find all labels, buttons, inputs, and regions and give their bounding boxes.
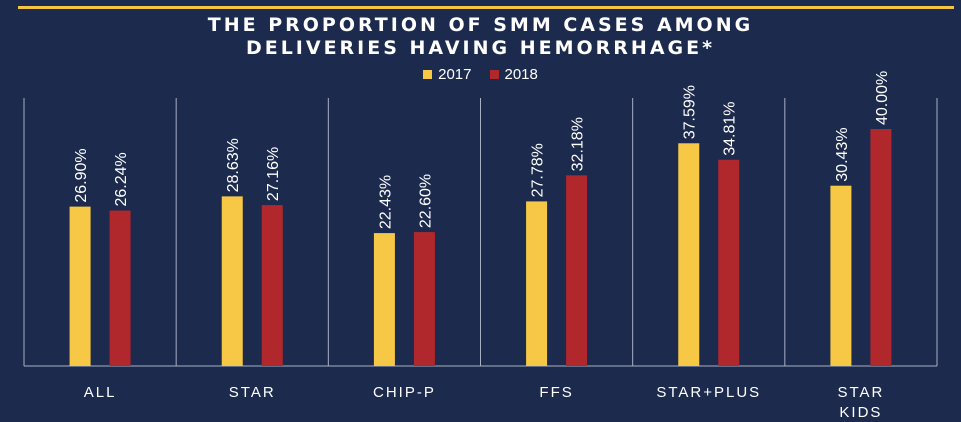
category-label-ffs: FFS [539,384,573,401]
legend-swatch-2017 [423,70,433,79]
legend: 2017 2018 [0,66,961,83]
category-label-star: STAR [229,384,276,401]
data-label-2017-star-plus: 37.59% [682,85,699,139]
bar-2018-star [261,205,283,366]
data-label-2017-star: 28.63% [225,138,242,192]
legend-label-2018: 2018 [504,66,538,83]
bar-2017-star [221,196,243,366]
top-accent-line [18,6,954,9]
data-label-2018-star-kids: 40.00% [874,71,891,125]
category-label-all: ALL [84,384,117,401]
bar-2017-star-kids [830,185,852,366]
bar-2018-all [109,210,131,366]
data-label-2018-chip-p: 22.60% [417,174,434,228]
legend-swatch-2018 [489,70,499,79]
data-label-2017-star-kids: 30.43% [834,127,851,181]
data-label-2018-star: 27.16% [265,147,282,201]
bar-2017-chip-p [373,233,395,366]
data-label-2018-star-plus: 34.81% [722,101,739,155]
data-label-2017-ffs: 27.78% [530,143,547,197]
chart-title-line-1: THE PROPORTION OF SMM CASES AMONG [207,14,754,36]
data-label-2018-ffs: 32.18% [570,117,587,171]
bar-2017-all [69,206,91,366]
bar-2017-ffs [526,201,548,366]
legend-item-2017: 2017 [423,66,472,83]
data-label-2018-all: 26.24% [113,152,130,206]
legend-label-2017: 2017 [438,66,472,83]
legend-item-2018: 2018 [489,66,538,83]
data-label-2017-all: 26.90% [73,148,90,202]
bar-2018-star-plus [718,159,740,366]
category-label-star-kids: STAR [837,384,884,401]
data-label-2017-chip-p: 22.43% [377,175,394,229]
chart-title-line-2: DELIVERIES HAVING HEMORRHAGE* [245,37,716,59]
bar-2018-star-kids [870,129,892,366]
bar-2017-star-plus [678,143,700,366]
bar-2018-ffs [566,175,588,366]
bar-2018-chip-p [413,232,435,366]
category-label-chip-p: CHIP-P [373,384,436,401]
category-label-star-plus: STAR+PLUS [656,384,761,401]
category-label-star-kids: KIDS [839,404,882,421]
chart-title: THE PROPORTION OF SMM CASES AMONG DELIVE… [0,14,961,60]
